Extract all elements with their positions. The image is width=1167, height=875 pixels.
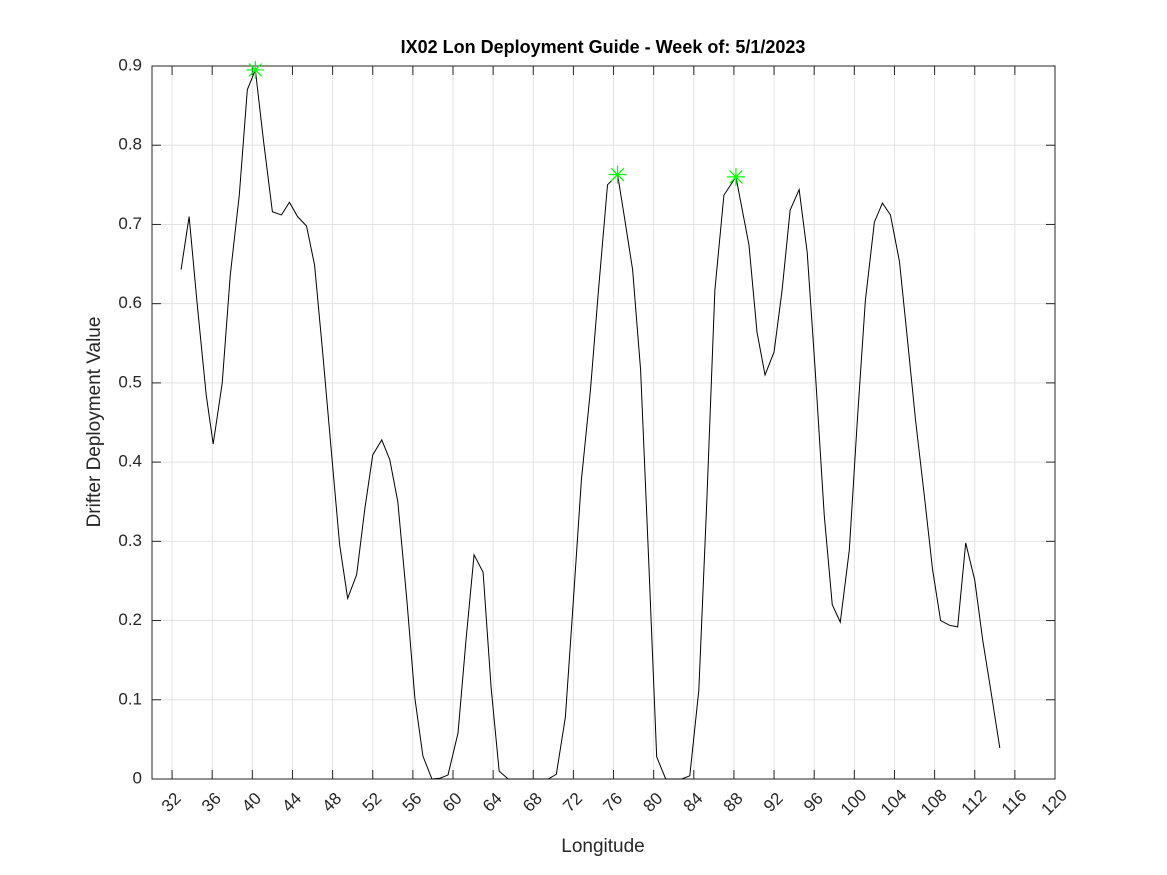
y-tick-label: 0.4 (118, 452, 142, 471)
data-line (180, 69, 1001, 780)
peak-marker (608, 165, 627, 184)
peak-marker (246, 60, 265, 79)
y-tick-label: 0.6 (118, 293, 142, 312)
y-tick-label: 0.8 (118, 135, 142, 154)
y-tick-label: 0.5 (118, 372, 142, 391)
x-axis-label: Longitude (561, 836, 644, 857)
y-axis-label: Drifter Deployment Value (84, 317, 105, 528)
y-tick-label: 0.7 (118, 214, 142, 233)
plot-frame (151, 65, 1056, 780)
peak-marker (726, 167, 745, 186)
y-tick-label: 0.2 (118, 610, 142, 629)
y-tick-label: 0.3 (118, 531, 142, 550)
y-tick-label: 0 (133, 768, 142, 787)
y-tick-label: 0.1 (118, 689, 142, 708)
chart-title: IX02 Lon Deployment Guide - Week of: 5/1… (401, 37, 806, 57)
y-tick-label: 0.9 (118, 55, 142, 74)
